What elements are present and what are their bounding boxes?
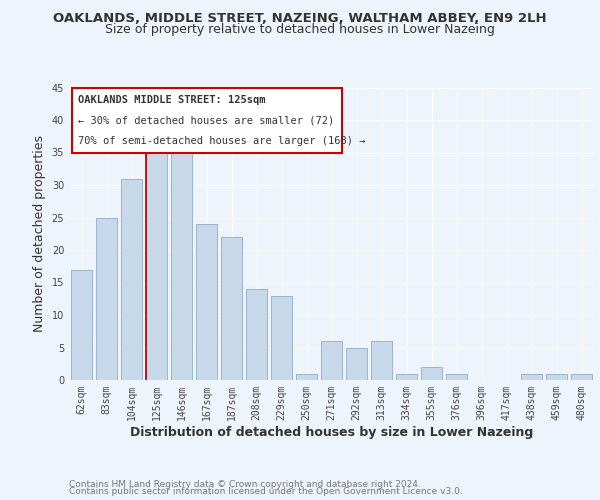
Bar xyxy=(446,374,467,380)
Bar xyxy=(271,296,292,380)
Text: 70% of semi-detached houses are larger (168) →: 70% of semi-detached houses are larger (… xyxy=(78,136,365,146)
Bar xyxy=(296,374,317,380)
Bar xyxy=(196,224,217,380)
Text: Contains public sector information licensed under the Open Government Licence v3: Contains public sector information licen… xyxy=(69,487,463,496)
Bar xyxy=(521,374,542,380)
FancyBboxPatch shape xyxy=(71,88,342,154)
Bar xyxy=(121,178,142,380)
Bar xyxy=(321,341,342,380)
Bar xyxy=(71,270,92,380)
Bar xyxy=(396,374,417,380)
Bar xyxy=(221,237,242,380)
Text: OAKLANDS MIDDLE STREET: 125sqm: OAKLANDS MIDDLE STREET: 125sqm xyxy=(78,95,265,105)
Bar xyxy=(571,374,592,380)
Bar xyxy=(146,152,167,380)
Bar xyxy=(346,348,367,380)
Bar xyxy=(246,289,267,380)
Bar xyxy=(96,218,117,380)
Text: Contains HM Land Registry data © Crown copyright and database right 2024.: Contains HM Land Registry data © Crown c… xyxy=(69,480,421,489)
Bar xyxy=(546,374,567,380)
X-axis label: Distribution of detached houses by size in Lower Nazeing: Distribution of detached houses by size … xyxy=(130,426,533,438)
Text: OAKLANDS, MIDDLE STREET, NAZEING, WALTHAM ABBEY, EN9 2LH: OAKLANDS, MIDDLE STREET, NAZEING, WALTHA… xyxy=(53,12,547,26)
Bar xyxy=(421,367,442,380)
Bar xyxy=(171,146,192,380)
Y-axis label: Number of detached properties: Number of detached properties xyxy=(33,135,46,332)
Bar xyxy=(371,341,392,380)
Text: ← 30% of detached houses are smaller (72): ← 30% of detached houses are smaller (72… xyxy=(78,116,334,126)
Text: Size of property relative to detached houses in Lower Nazeing: Size of property relative to detached ho… xyxy=(105,22,495,36)
